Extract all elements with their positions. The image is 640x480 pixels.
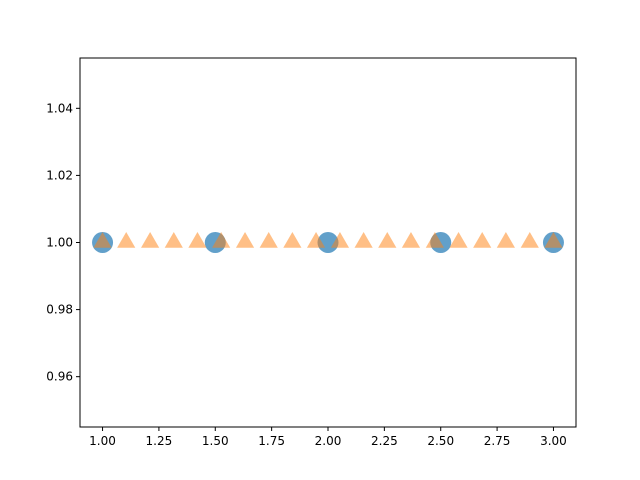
x-tick-label: 1.00 [89, 434, 116, 448]
triangle-point-7 [259, 232, 278, 248]
x-tick-label: 3.00 [540, 434, 567, 448]
triangle-point-5 [212, 232, 231, 248]
y-tick-label: 0.96 [46, 370, 73, 384]
y-tick-label: 1.02 [46, 168, 73, 182]
x-tick-label: 1.75 [258, 434, 285, 448]
triangle-point-1 [117, 232, 136, 248]
triangle-point-13 [401, 232, 421, 248]
x-tick-label: 2.25 [371, 434, 398, 448]
y-tick-label: 0.98 [46, 303, 73, 317]
triangle-point-12 [378, 232, 397, 248]
x-tick-label: 2.75 [484, 434, 511, 448]
triangle-point-15 [449, 232, 468, 248]
triangle-point-2 [141, 232, 160, 248]
triangle-point-4 [188, 232, 207, 248]
y-tick-label: 1.00 [46, 236, 73, 250]
y-axis: 0.96 0.98 1.00 1.02 1.04 [46, 101, 80, 384]
triangle-point-19 [544, 232, 563, 248]
triangle-point-9 [306, 232, 326, 248]
triangle-point-16 [473, 232, 492, 248]
triangle-point-3 [164, 232, 183, 248]
triangle-point-10 [330, 232, 350, 248]
triangle-point-11 [354, 232, 373, 248]
triangle-point-0 [93, 232, 112, 248]
x-axis: 1.00 1.25 1.50 1.75 2.00 2.25 2.50 2.75 3.00 [89, 427, 567, 448]
x-tick-label: 2.50 [427, 434, 454, 448]
x-tick-label: 2.00 [315, 434, 342, 448]
triangle-point-17 [496, 232, 515, 248]
plot-points [92, 232, 564, 253]
triangle-point-6 [235, 232, 255, 248]
x-tick-label: 1.50 [202, 434, 229, 448]
triangle-point-18 [520, 232, 539, 248]
triangle-point-8 [283, 232, 302, 248]
y-tick-label: 1.04 [46, 101, 73, 115]
x-tick-label: 1.25 [146, 434, 173, 448]
triangle-point-14 [425, 232, 444, 248]
